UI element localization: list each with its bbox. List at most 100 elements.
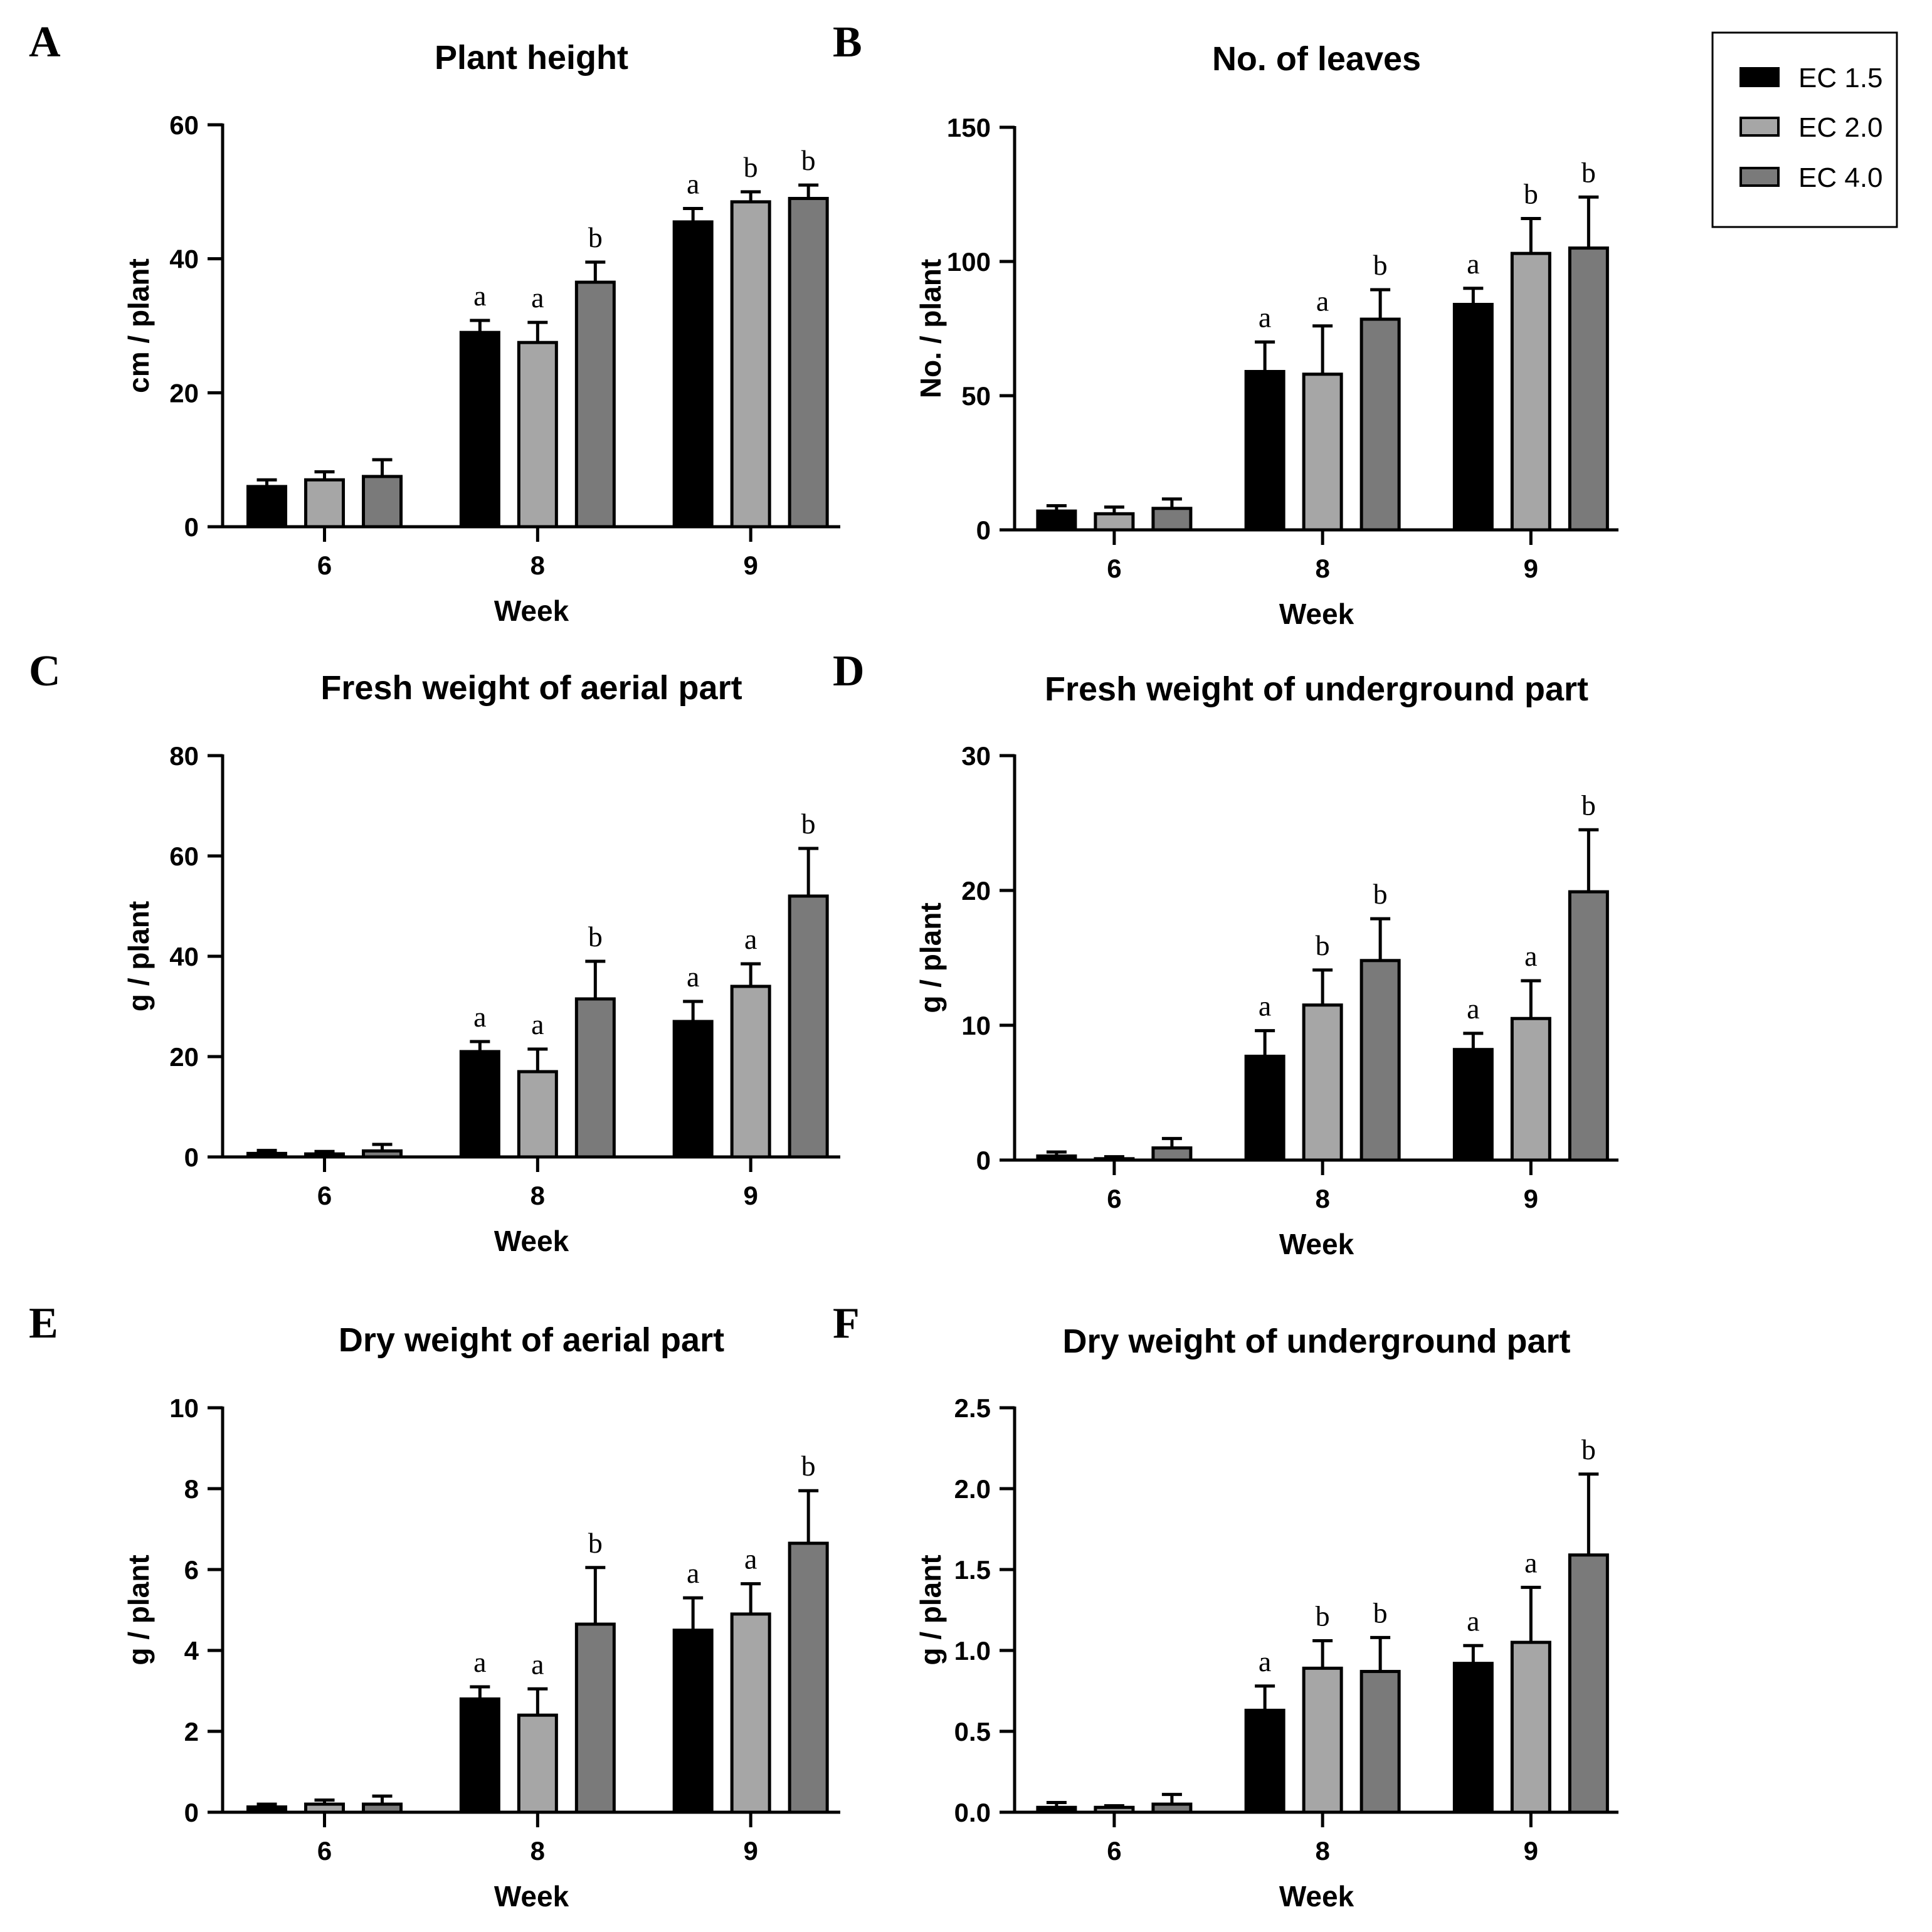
panel-e-error-bar-ec-4-0-week-8	[585, 1566, 606, 1625]
panel-f-bar-ec-1-5-week-9	[1452, 1662, 1494, 1814]
panel-a-y-tick-label: 20	[169, 378, 199, 408]
panel-a-y-tick-label: 60	[169, 110, 199, 140]
legend-swatch-ec-4-0	[1739, 167, 1780, 187]
panel-f-y-tick-label: 2.0	[954, 1474, 991, 1504]
panel-d-error-bar-ec-4-0-week-9	[1578, 828, 1599, 892]
panel-f-error-bar-ec-4-0-week-6	[1161, 1793, 1182, 1805]
panel-d-y-axis-title: g / plant	[914, 902, 947, 1013]
panel-a-sig-letter-ec-4-0-week-8: b	[588, 221, 603, 253]
panel-c-y-axis-title: g / plant	[122, 901, 155, 1011]
panel-d-error-bar-ec-4-0-week-6	[1161, 1137, 1182, 1148]
panel-f-bar-ec-4-0-week-6	[1151, 1802, 1193, 1814]
panel-f-y-axis-title: g / plant	[914, 1555, 947, 1665]
panel-c-error-bar-ec-2-0-week-8	[527, 1047, 548, 1072]
panel-c-x-tick-label: 9	[743, 1181, 757, 1210]
panel-d-x-tick-label: 8	[1315, 1184, 1329, 1213]
panel-d-error-bar-ec-2-0-week-8	[1312, 968, 1333, 1005]
panel-d-error-bar-ec-2-0-week-9	[1521, 979, 1541, 1019]
panel-e-bar-ec-1-5-week-6	[246, 1805, 288, 1814]
panel-d-y-tick-label: 30	[961, 741, 991, 771]
panel-f-y-tick-label: 2.5	[954, 1393, 991, 1423]
panel-a-sig-letter-ec-2-0-week-8: a	[531, 282, 544, 314]
panel-e-y-tick-label: 2	[184, 1717, 199, 1746]
panel-f-x-tick-label: 8	[1315, 1836, 1329, 1866]
panel-d-bar-ec-1-5-week-8	[1244, 1054, 1285, 1162]
panel-c-sig-letter-ec-4-0-week-9: b	[801, 808, 816, 840]
panel-a-letter: A	[29, 18, 61, 66]
panel-a-x-tick-label: 8	[531, 551, 545, 580]
panel-d-error-bar-ec-1-5-week-8	[1255, 1029, 1275, 1057]
panel-a-bar-ec-1-5-week-8	[459, 330, 500, 529]
panel-a-error-bar-ec-4-0-week-9	[798, 183, 819, 199]
panel-f-sig-letter-ec-1-5-week-8: a	[1259, 1645, 1271, 1677]
panel-a-sig-letter-ec-1-5-week-9: a	[687, 168, 699, 200]
panel-b-y-tick-label: 0	[976, 515, 991, 545]
panel-a-x-tick-label: 9	[743, 551, 757, 580]
panel-f-error-bar-ec-4-0-week-9	[1578, 1472, 1599, 1555]
panel-c-sig-letter-ec-1-5-week-9: a	[687, 961, 699, 993]
panel-c-y-tick-label: 60	[169, 842, 199, 871]
panel-e-error-bar-ec-2-0-week-6	[314, 1798, 335, 1805]
panel-c-error-bar-ec-4-0-week-6	[372, 1143, 393, 1151]
panel-a-bar-ec-2-0-week-9	[730, 200, 771, 529]
panel-a-y-tick-label: 40	[169, 245, 199, 274]
panel-d: D Fresh weight of underground part 0 10 20 30…	[833, 647, 1618, 1260]
panel-b-sig-letter-ec-4-0-week-8: b	[1373, 249, 1388, 281]
panel-e: E Dry weight of aerial part 0 2 4 6 8 10 g / pla…	[29, 1299, 840, 1913]
panel-f-error-bar-ec-2-0-week-6	[1104, 1804, 1124, 1808]
panel-e-sig-letter-ec-1-5-week-9: a	[687, 1557, 699, 1589]
panel-b-error-bar-ec-1-5-week-8	[1255, 340, 1275, 372]
panel-b-bar-ec-2-0-week-6	[1094, 512, 1135, 532]
panel-a-error-bar-ec-4-0-week-6	[372, 458, 393, 477]
panel-d-error-bar-ec-1-5-week-6	[1046, 1150, 1067, 1156]
panel-b-bar-ec-1-5-week-6	[1036, 509, 1077, 532]
panel-c-bar-ec-2-0-week-6	[304, 1152, 346, 1159]
panel-b-error-bar-ec-2-0-week-9	[1521, 217, 1541, 254]
panel-e-bar-ec-1-5-week-9	[672, 1628, 714, 1814]
panel-d-bar-ec-4-0-week-6	[1151, 1146, 1193, 1162]
panel-c-error-bar-ec-4-0-week-8	[585, 959, 606, 999]
panel-e-letter: E	[29, 1299, 58, 1348]
panel-b-error-bar-ec-4-0-week-8	[1370, 288, 1391, 320]
panel-b-x-axis-title: Week	[1279, 598, 1354, 630]
panel-c-x-tick-label: 6	[317, 1181, 332, 1210]
legend-label-ec-1-5: EC 1.5	[1798, 63, 1883, 93]
panel-e-error-bar-ec-4-0-week-6	[372, 1794, 393, 1805]
panel-e-bar-ec-4-0-week-8	[574, 1622, 616, 1814]
panel-e-error-bar-ec-2-0-week-8	[527, 1687, 548, 1716]
panel-f-error-bar-ec-2-0-week-8	[1312, 1639, 1333, 1669]
panel-c-title: Fresh weight of aerial part	[320, 669, 742, 707]
legend: EC 1.5 EC 2.0 EC 4.0	[1711, 31, 1898, 228]
panel-f-y-tick-label: 0.0	[954, 1798, 991, 1827]
panel-a-title: Plant height	[435, 39, 628, 77]
panel-c-sig-letter-ec-4-0-week-8: b	[588, 921, 603, 953]
panel-a-error-bar-ec-2-0-week-6	[314, 470, 335, 480]
panel-d-letter: D	[833, 647, 865, 695]
panel-e-y-tick-label: 0	[184, 1798, 199, 1827]
panel-d-error-bar-ec-4-0-week-8	[1370, 917, 1391, 961]
panel-d-sig-letter-ec-2-0-week-8: b	[1316, 929, 1330, 961]
panel-b-y-tick-label: 50	[961, 381, 991, 411]
panel-d-bar-ec-2-0-week-6	[1094, 1157, 1135, 1162]
panel-a-x-tick-label: 6	[317, 551, 332, 580]
panel-b-y-tick-label: 150	[947, 113, 991, 142]
panel-e-error-bar-ec-1-5-week-8	[470, 1685, 490, 1699]
panel-e-x-tick-label: 6	[317, 1836, 332, 1866]
panel-e-sig-letter-ec-4-0-week-9: b	[801, 1450, 816, 1482]
panel-b-error-bar-ec-2-0-week-6	[1104, 505, 1124, 514]
panel-e-y-tick-label: 6	[184, 1555, 199, 1585]
panel-f-bar-ec-2-0-week-9	[1510, 1640, 1551, 1814]
panel-c-bar-ec-2-0-week-8	[517, 1070, 558, 1159]
panel-d-bar-ec-2-0-week-9	[1510, 1016, 1551, 1162]
panel-e-y-tick-label: 10	[169, 1393, 199, 1423]
panel-d-sig-letter-ec-4-0-week-9: b	[1581, 789, 1596, 821]
panel-c-x-tick-label: 8	[531, 1181, 545, 1210]
panel-f-x-tick-label: 6	[1107, 1836, 1121, 1866]
panel-d-bar-ec-4-0-week-9	[1568, 890, 1609, 1162]
panel-a-y-tick-label: 0	[184, 512, 199, 542]
panel-f-x-tick-label: 9	[1524, 1836, 1538, 1866]
panel-e-x-tick-label: 8	[531, 1836, 545, 1866]
panel-b-bar-ec-2-0-week-9	[1510, 251, 1551, 532]
panel-d-sig-letter-ec-1-5-week-8: a	[1259, 990, 1271, 1022]
panel-c-bar-ec-4-0-week-9	[788, 894, 829, 1159]
